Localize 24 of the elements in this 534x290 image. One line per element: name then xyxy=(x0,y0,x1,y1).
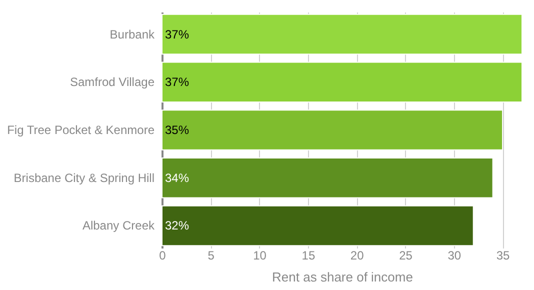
x-tick-label: 0 xyxy=(159,248,166,262)
data-label: 37% xyxy=(165,75,190,90)
x-tick-label: 30 xyxy=(448,248,462,262)
data-label: 37% xyxy=(165,27,190,42)
y-tick-label: Albany Creek xyxy=(82,218,156,233)
x-tick-label: 20 xyxy=(350,248,364,262)
bar xyxy=(162,14,522,55)
y-tick-label: Fig Tree Pocket & Kenmore xyxy=(7,123,155,137)
y-tick-label: Brisbane City & Spring Hill xyxy=(14,170,154,185)
bar xyxy=(162,205,474,246)
x-tick-label: 15 xyxy=(302,248,316,262)
x-axis-title: Rent as share of income xyxy=(272,270,413,284)
data-label: 32% xyxy=(165,218,190,233)
x-tick-label: 35 xyxy=(496,248,510,262)
data-label: 35% xyxy=(165,123,190,137)
y-tick-label: Burbank xyxy=(110,27,156,42)
bar xyxy=(162,158,494,198)
x-tick-label: 10 xyxy=(253,248,267,262)
bar xyxy=(162,62,522,102)
bar xyxy=(162,110,504,150)
x-tick-label: 25 xyxy=(399,248,413,262)
x-tick-label: 5 xyxy=(208,248,215,262)
data-label: 34% xyxy=(165,170,190,185)
y-tick-label: Samfrod Village xyxy=(70,75,155,90)
